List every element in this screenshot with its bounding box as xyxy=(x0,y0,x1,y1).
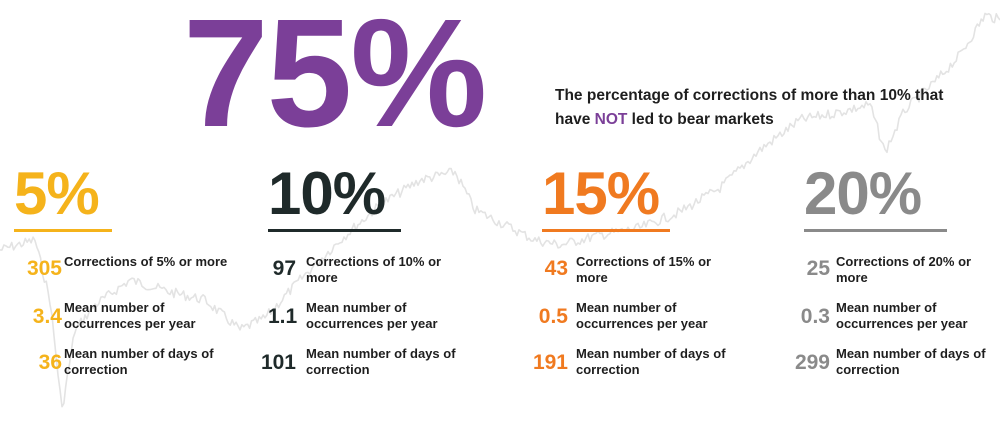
stat-value: 101 xyxy=(260,351,296,374)
stat-label: Mean number of occurrences per year xyxy=(836,300,968,331)
stat-label: Mean number of occurrences per year xyxy=(306,300,438,331)
column-rule xyxy=(14,229,112,232)
stat-label: Mean number of days of correction xyxy=(576,346,726,377)
column-rule xyxy=(542,229,670,232)
stat-value: 25 xyxy=(806,257,830,280)
correction-column-5: 5% 305 Corrections of 5% or more 3.4 Mea… xyxy=(14,160,244,377)
stat-label: Mean number of days of correction xyxy=(64,346,214,377)
stat-value: 299 xyxy=(794,351,830,374)
stat-value: 191 xyxy=(532,351,568,374)
stat-value: 3.4 xyxy=(32,305,62,328)
hero-description-highlight: NOT xyxy=(594,111,628,128)
stat-label: Corrections of 5% or more xyxy=(64,254,228,269)
stat-value: 43 xyxy=(544,257,568,280)
stat-value: 305 xyxy=(26,257,62,280)
correction-column-20: 20% 25 Corrections of 20% or more 0.3 Me… xyxy=(795,160,1000,378)
column-rule xyxy=(804,229,947,232)
stat-label: Mean number of occurrences per year xyxy=(64,300,196,331)
stat-label: Mean number of occurrences per year xyxy=(576,300,708,331)
column-heading: 20% xyxy=(804,160,922,227)
stat-label: Corrections of 15% or more xyxy=(576,254,712,285)
column-heading: 5% xyxy=(14,160,100,227)
column-rule xyxy=(268,229,401,232)
hero-description-text: The percentage of corrections of more th… xyxy=(555,87,944,128)
correction-column-15: 15% 43 Corrections of 15% or more 0.5 Me… xyxy=(533,160,772,378)
stat-label: Mean number of days of correction xyxy=(306,346,456,377)
column-heading: 15% xyxy=(542,160,660,227)
stat-value: 97 xyxy=(272,257,296,280)
hero-description-text-end: led to bear markets xyxy=(627,111,774,128)
stat-label: Mean number of days of correction xyxy=(836,346,986,377)
stat-value: 0.5 xyxy=(538,305,568,328)
column-heading: 10% xyxy=(268,160,386,227)
stat-label: Corrections of 20% or more xyxy=(836,254,972,285)
correction-column-10: 10% 97 Corrections of 10% or more 1.1 Me… xyxy=(261,160,498,378)
stat-label: Corrections of 10% or more xyxy=(306,254,442,285)
hero-percentage: 75% xyxy=(183,0,487,159)
stat-value: 0.3 xyxy=(800,305,830,328)
hero-description: The percentage of corrections of more th… xyxy=(555,84,975,132)
stat-value: 1.1 xyxy=(268,305,298,328)
stat-value: 36 xyxy=(38,351,62,374)
